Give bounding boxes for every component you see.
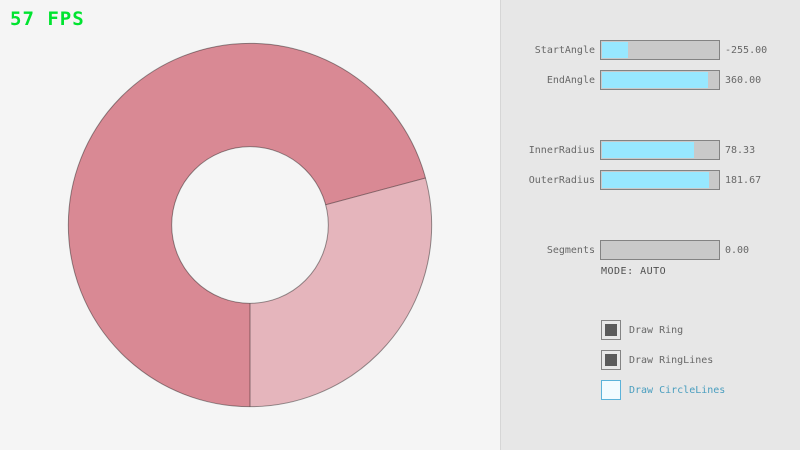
outer-radius-value: 181.67 [725, 174, 762, 186]
controls-panel: StartAngle -255.00 EndAngle 360.00 Inner… [500, 0, 800, 450]
inner-radius-slider[interactable] [600, 140, 720, 160]
start-angle-row: StartAngle -255.00 [501, 40, 800, 60]
start-angle-label: StartAngle [534, 44, 595, 56]
slider-fill [602, 72, 709, 88]
inner-radius-row: InnerRadius 78.33 [501, 140, 800, 160]
draw-circlelines-row: Draw CircleLines [601, 380, 725, 400]
checkmark-icon [605, 324, 617, 336]
slider-fill [602, 172, 710, 188]
start-angle-slider[interactable] [600, 40, 720, 60]
end-angle-label: EndAngle [546, 74, 595, 86]
outer-radius-row: OuterRadius 181.67 [501, 170, 800, 190]
draw-ringlines-label: Draw RingLines [629, 354, 714, 366]
draw-ring-row: Draw Ring [601, 320, 683, 340]
end-angle-row: EndAngle 360.00 [501, 70, 800, 90]
draw-ringlines-checkbox[interactable] [601, 350, 621, 370]
inner-radius-label: InnerRadius [528, 144, 595, 156]
segments-row: Segments 0.00 [501, 240, 800, 260]
slider-fill [602, 142, 695, 158]
start-angle-value: -255.00 [725, 44, 768, 56]
draw-ring-label: Draw Ring [629, 324, 684, 336]
draw-ring-checkbox[interactable] [601, 320, 621, 340]
checkmark-icon [605, 354, 617, 366]
end-angle-value: 360.00 [725, 74, 762, 86]
segments-label: Segments [546, 244, 595, 256]
slider-fill [602, 42, 628, 58]
draw-circlelines-checkbox[interactable] [601, 380, 621, 400]
mode-text: MODE: AUTO [601, 266, 667, 277]
ring-chart [67, 42, 433, 408]
fps-counter: 57 FPS [10, 8, 85, 30]
draw-circlelines-label: Draw CircleLines [629, 384, 726, 396]
segments-slider[interactable] [600, 240, 720, 260]
outer-radius-label: OuterRadius [528, 174, 595, 186]
outer-radius-slider[interactable] [600, 170, 720, 190]
end-angle-slider[interactable] [600, 70, 720, 90]
draw-ringlines-row: Draw RingLines [601, 350, 713, 370]
inner-radius-value: 78.33 [725, 144, 756, 156]
segments-value: 0.00 [725, 244, 750, 256]
